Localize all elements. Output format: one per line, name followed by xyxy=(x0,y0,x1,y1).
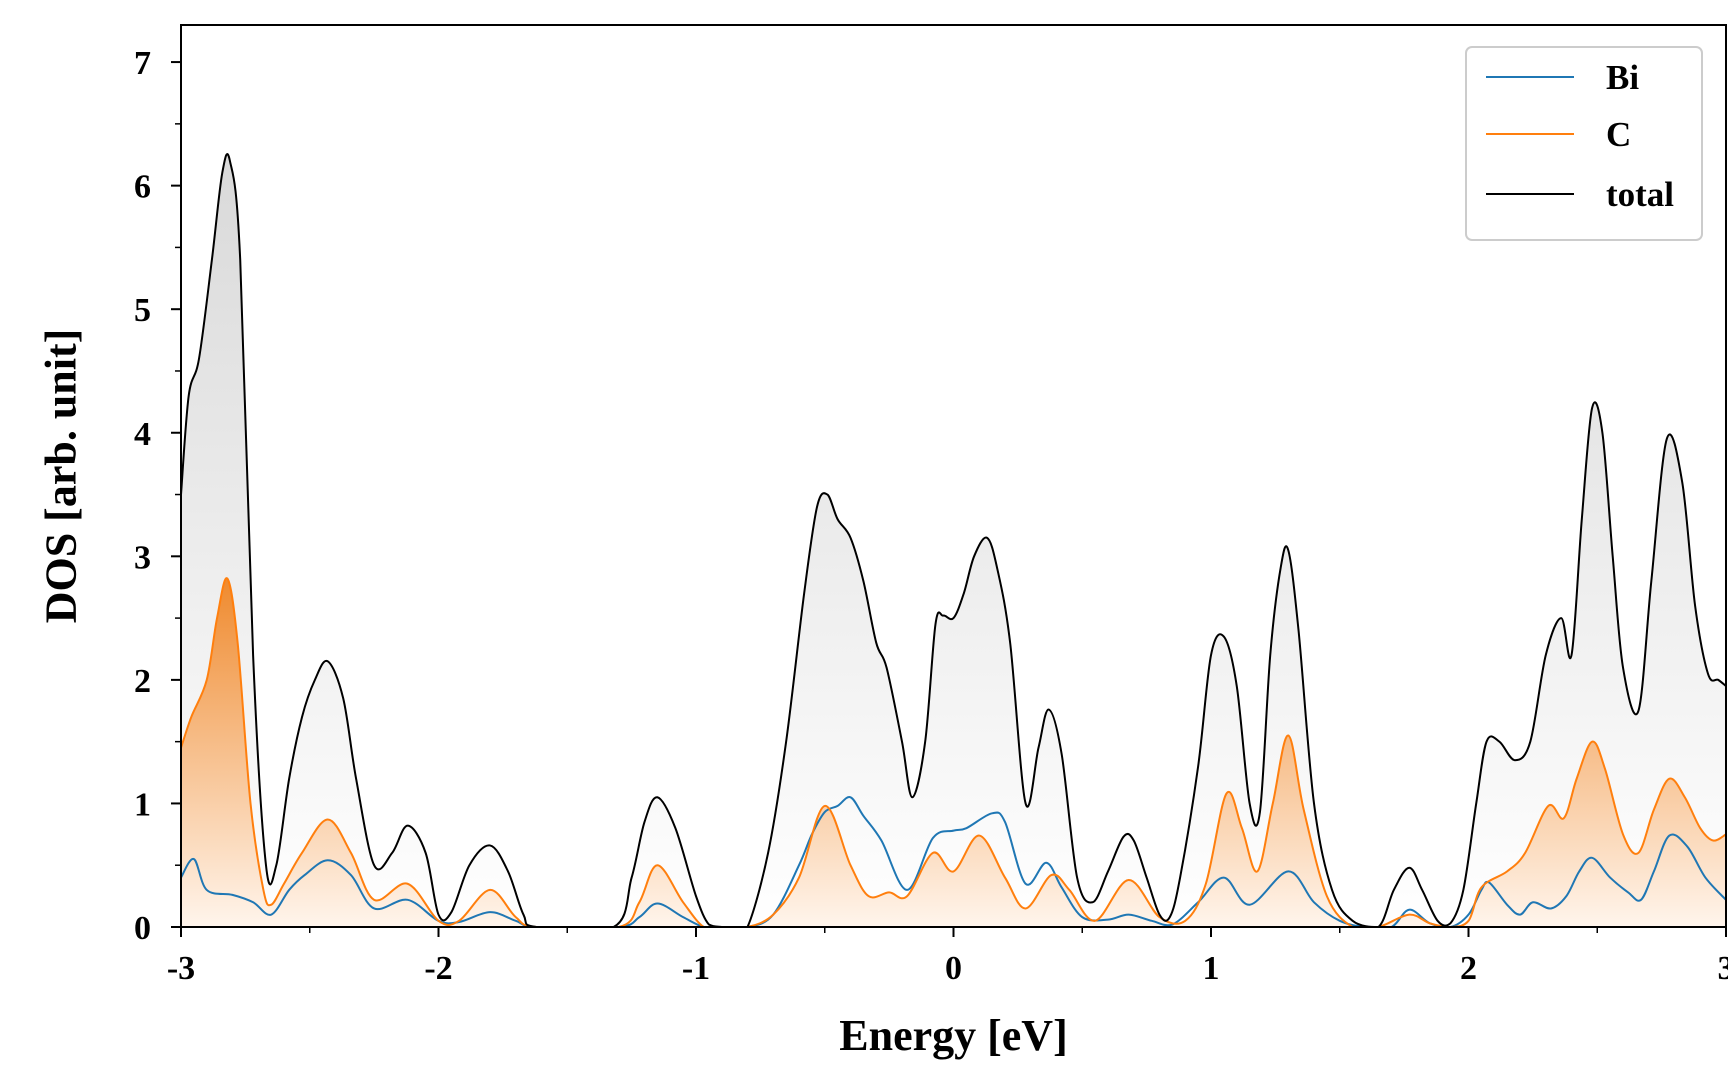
y-tick-label: 2 xyxy=(134,663,151,700)
y-axis-label: DOS [arb. unit] xyxy=(36,329,85,624)
y-tick-label: 3 xyxy=(134,539,151,576)
x-axis: -3 -2 -1 0 1 2 3 xyxy=(167,927,1728,987)
y-tick-label: 5 xyxy=(134,292,151,329)
area-fills xyxy=(181,154,1726,927)
x-tick-label: 2 xyxy=(1460,950,1477,987)
series-line-bi xyxy=(180,796,1727,929)
legend-label-total: total xyxy=(1606,175,1674,214)
y-tick-label: 4 xyxy=(134,416,151,453)
series-lines xyxy=(180,153,1727,929)
y-tick-label: 0 xyxy=(134,910,151,947)
y-tick-label: 7 xyxy=(134,45,151,82)
x-tick-label: 3 xyxy=(1718,950,1728,987)
y-axis: 0 1 2 3 4 5 6 7 xyxy=(134,45,181,947)
x-tick-label: -3 xyxy=(167,950,195,987)
legend-box xyxy=(1465,46,1703,241)
y-tick-label: 6 xyxy=(134,169,151,206)
y-tick-label: 1 xyxy=(134,786,151,823)
legend-label-bi: Bi xyxy=(1606,58,1639,97)
x-tick-label: -1 xyxy=(682,950,710,987)
series-line-c xyxy=(180,577,1727,929)
x-axis-label: Energy [eV] xyxy=(839,1011,1068,1060)
legend-label-c: C xyxy=(1606,115,1631,154)
x-tick-label: 1 xyxy=(1203,950,1220,987)
area-fill-c xyxy=(181,578,1726,927)
legend: Bi C total xyxy=(1465,46,1703,241)
series-line-total xyxy=(180,153,1727,929)
area-fill-total xyxy=(181,154,1726,927)
x-tick-label: -2 xyxy=(424,950,452,987)
x-tick-label: 0 xyxy=(945,950,962,987)
